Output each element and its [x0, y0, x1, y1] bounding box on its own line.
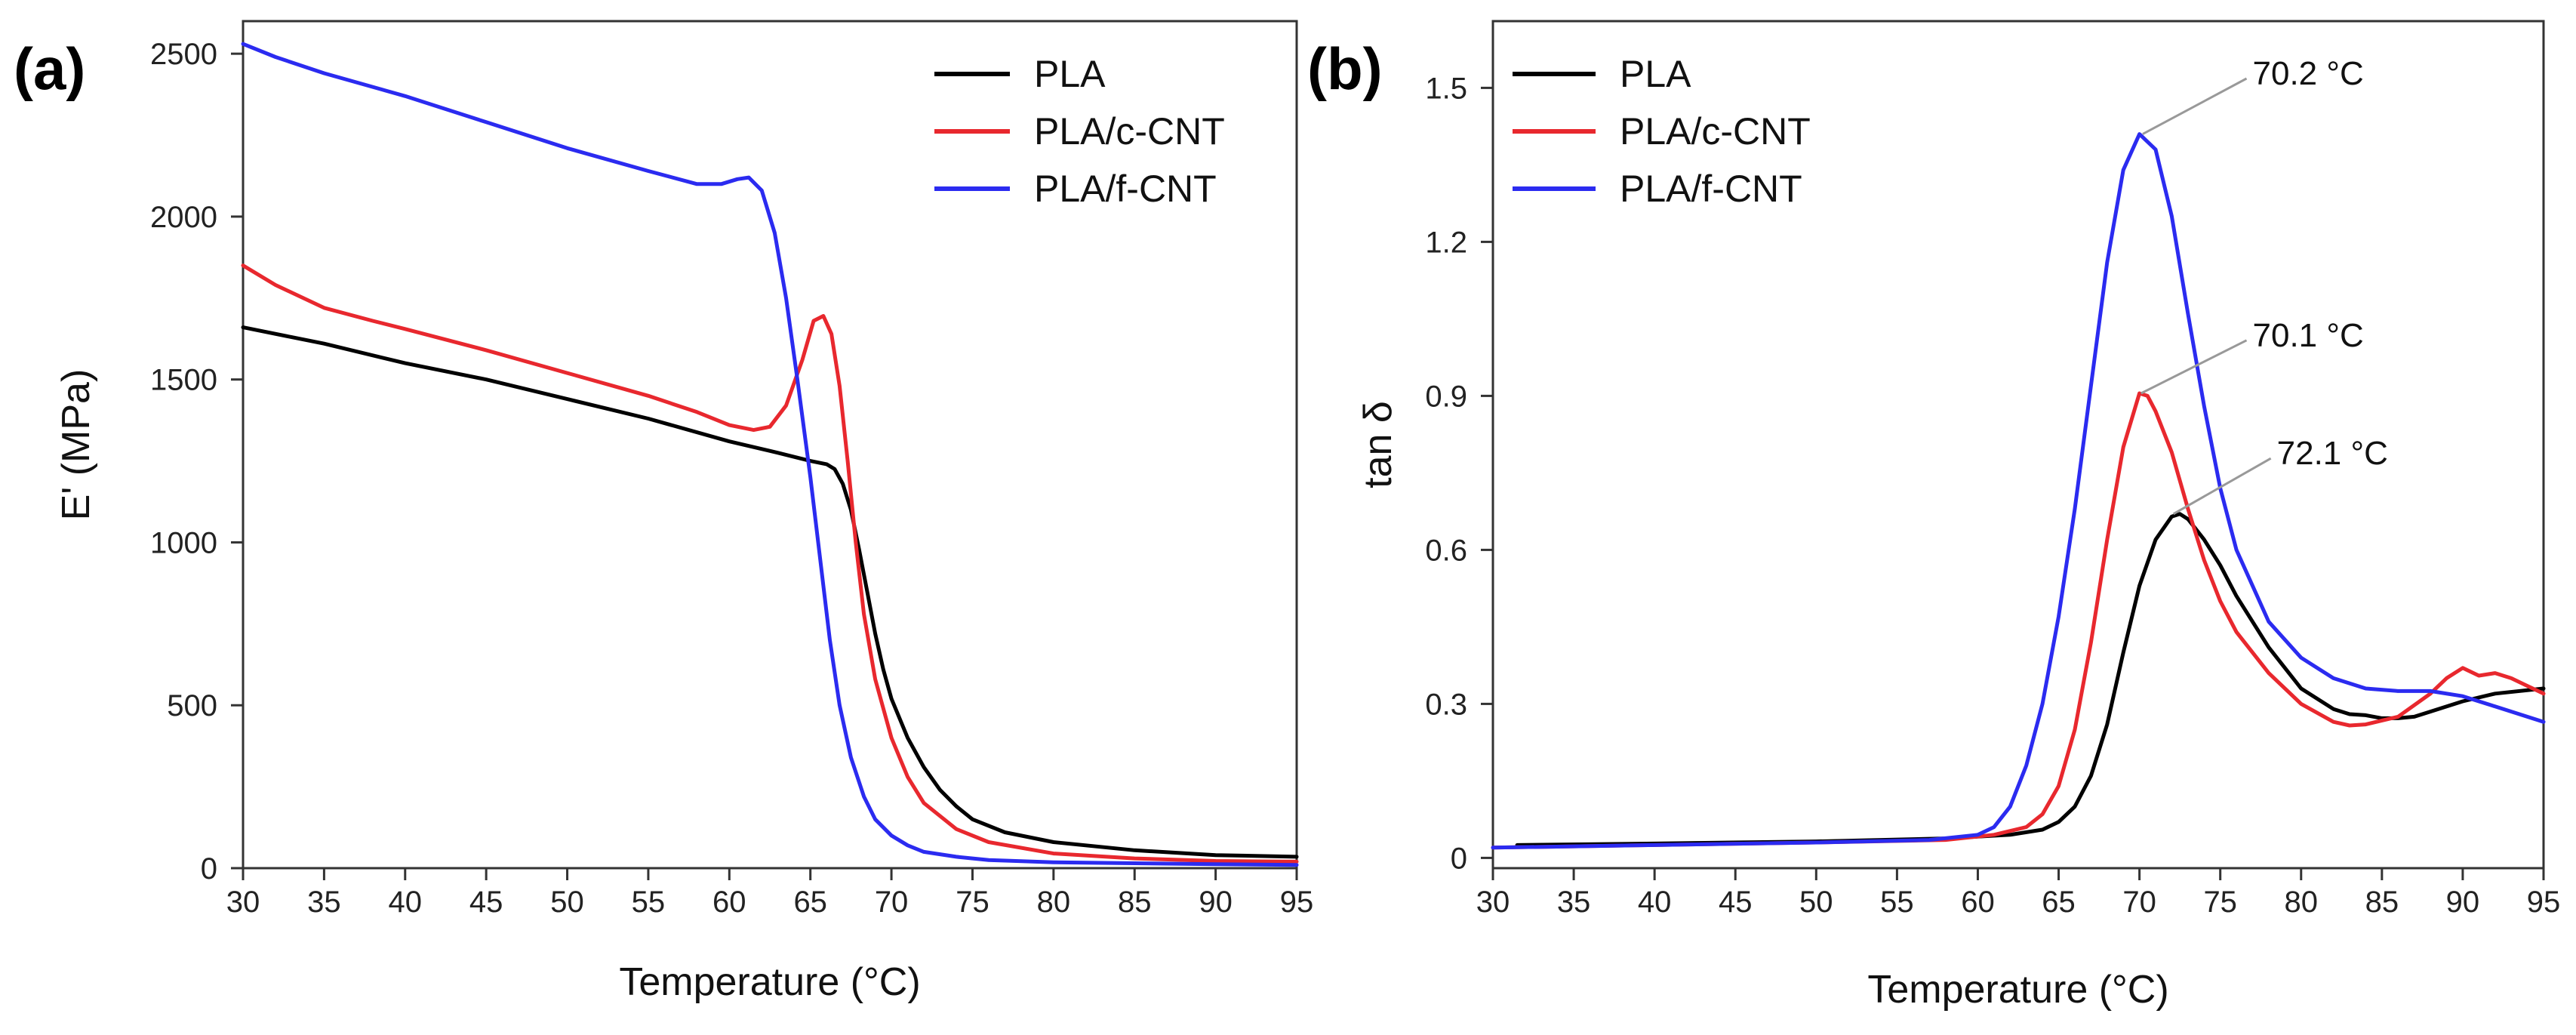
series-line-b-pla-f-cnt [1491, 132, 2546, 850]
y-tick-label-b-0-6: 0.6 [1425, 534, 1467, 567]
y-tick-label-a-0: 0 [201, 852, 217, 886]
x-tick-label-a-30: 30 [226, 886, 260, 919]
legend-label-b-pla: PLA [1620, 53, 1691, 95]
y-tick-label-a-1000: 1000 [150, 526, 217, 559]
x-tick-label-b-85: 85 [2365, 886, 2399, 919]
legend-label-b-pla-c-cnt: PLA/c-CNT [1620, 110, 1811, 152]
series-line-a-pla-f-cnt [241, 42, 1299, 867]
y-tick-label-b-0-9: 0.9 [1425, 380, 1467, 413]
x-tick-label-a-55: 55 [632, 886, 666, 919]
x-tick-label-a-60: 60 [712, 886, 746, 919]
y-tick-label-a-2500: 2500 [150, 38, 217, 71]
x-tick-label-a-80: 80 [1037, 886, 1071, 919]
y-tick-label-b-0: 0 [1451, 842, 1467, 875]
x-tick-label-a-95: 95 [1280, 886, 1314, 919]
x-tick-label-b-60: 60 [1961, 886, 1995, 919]
panel-a-label: (a) [14, 35, 85, 102]
x-axis-title-a: Temperature (°C) [619, 960, 920, 1004]
chart-a: 30 35 40 45 50 55 60 65 70 75 80 85 90 95 0 500 1000 1500… [54, 20, 1314, 1004]
annotation-label-b-70-1-c: 70.1 °C [2253, 317, 2364, 354]
panel-b-label: (b) [1307, 35, 1383, 102]
x-tick-label-b-45: 45 [1719, 886, 1753, 919]
chart-b: 30 35 40 45 50 55 60 65 70 75 80 85 90 95 0 0.3 0.6 0.9 1.… [1356, 20, 2561, 1012]
x-tick-label-b-95: 95 [2527, 886, 2561, 919]
legend-label-a-pla-f-cnt: PLA/f-CNT [1034, 168, 1217, 210]
plot-frame-a [242, 20, 1298, 870]
y-tick-label-a-500: 500 [167, 689, 217, 722]
annotation-label-b-70-2-c: 70.2 °C [2253, 55, 2364, 92]
annotation-label-b-72-1-c: 72.1 °C [2277, 435, 2388, 472]
annotation-leader-b-70-2-c [2142, 77, 2248, 135]
x-tick-label-b-55: 55 [1880, 886, 1914, 919]
x-tick-label-b-30: 30 [1476, 886, 1510, 919]
x-tick-label-b-90: 90 [2446, 886, 2480, 919]
x-tick-label-b-70: 70 [2122, 886, 2156, 919]
x-tick-label-b-50: 50 [1799, 886, 1833, 919]
y-axis-title-b: tan δ [1356, 401, 1400, 488]
x-tick-label-b-75: 75 [2203, 886, 2237, 919]
x-tick-label-a-40: 40 [389, 886, 423, 919]
x-tick-label-b-65: 65 [2042, 886, 2076, 919]
x-tick-label-a-35: 35 [307, 886, 341, 919]
series-line-a-pla [241, 325, 1299, 859]
y-tick-label-b-0-3: 0.3 [1425, 688, 1467, 721]
legend-label-a-pla: PLA [1034, 53, 1106, 95]
y-tick-label-b-1-5: 1.5 [1425, 72, 1467, 105]
plot-frame-b [1491, 20, 2545, 870]
x-tick-label-a-70: 70 [875, 886, 909, 919]
y-tick-label-a-1500: 1500 [150, 364, 217, 397]
series-line-a-pla-c-cnt [241, 263, 1299, 864]
x-tick-label-a-50: 50 [550, 886, 584, 919]
x-tick-label-a-65: 65 [793, 886, 827, 919]
x-axis-title-b: Temperature (°C) [1867, 968, 2168, 1012]
legend-label-a-pla-c-cnt: PLA/c-CNT [1034, 110, 1225, 152]
x-tick-label-a-75: 75 [956, 886, 989, 919]
x-tick-label-a-45: 45 [469, 886, 503, 919]
annotation-leader-b-70-1-c [2141, 339, 2248, 395]
annotation-leader-b-72-1-c [2172, 457, 2272, 516]
y-tick-label-a-2000: 2000 [150, 201, 217, 234]
y-axis-title-a: E' (MPa) [54, 369, 98, 521]
x-tick-label-a-90: 90 [1199, 886, 1233, 919]
x-tick-label-b-80: 80 [2285, 886, 2319, 919]
x-tick-label-b-40: 40 [1638, 886, 1672, 919]
legend-label-b-pla-f-cnt: PLA/f-CNT [1620, 168, 1802, 210]
series-line-b-pla-c-cnt [1491, 391, 2546, 850]
x-tick-label-b-35: 35 [1557, 886, 1591, 919]
x-tick-label-a-85: 85 [1118, 886, 1152, 919]
y-tick-label-b-1-2: 1.2 [1425, 226, 1467, 259]
series-line-b-pla [1515, 512, 2546, 847]
